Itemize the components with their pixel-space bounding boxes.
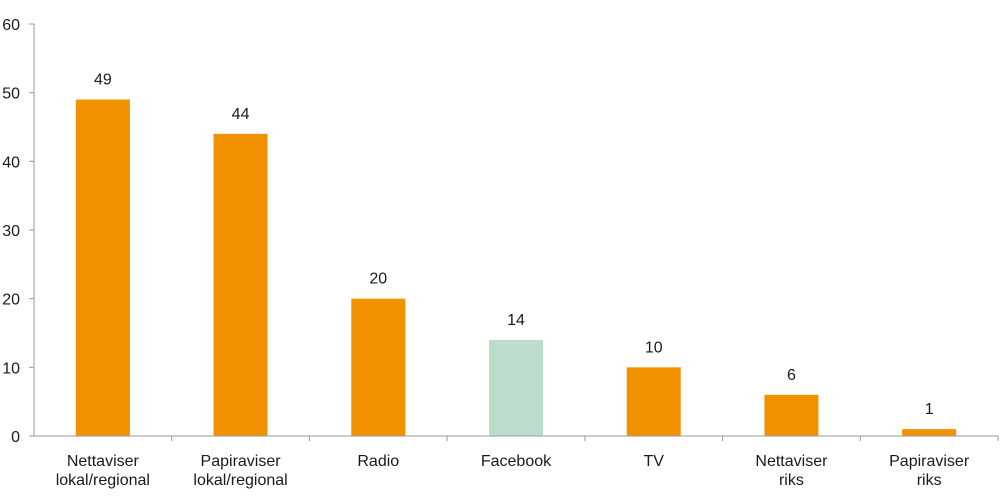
data-label: 44 (232, 106, 250, 123)
y-tick-label: 50 (2, 86, 20, 103)
x-tick-label: Papiraviser riks (889, 453, 970, 489)
data-label: 20 (369, 271, 387, 288)
x-tick-label-line: lokal/regional (56, 472, 150, 489)
bar (351, 298, 406, 436)
data-label: 49 (94, 72, 112, 89)
x-tick-label: TV (643, 453, 664, 470)
x-tick-label: Radio (357, 453, 399, 470)
y-tick-label: 0 (11, 429, 20, 446)
data-labels: 49 44 20 14 10 6 1 (94, 72, 934, 419)
y-tick-label: 40 (2, 154, 20, 171)
y-tick-label: 60 (2, 17, 20, 34)
x-tick-label: Nettaviser lokal/regional (56, 453, 150, 489)
x-tick-label: Nettaviser riks (755, 453, 828, 489)
y-tick-label: 10 (2, 360, 20, 377)
x-tick-label-line: riks (779, 472, 804, 489)
x-tick-label-line: Nettaviser (67, 453, 140, 470)
x-axis-ticks: Nettaviser lokal/regional Papiraviser lokal… (56, 436, 999, 489)
y-tick-label: 20 (2, 292, 20, 309)
x-tick-label-line: Papiraviser (201, 453, 282, 470)
bar (75, 99, 130, 437)
x-tick-label: Facebook (481, 453, 552, 470)
x-tick-label-line: Facebook (481, 453, 552, 470)
x-tick-label-line: riks (917, 472, 942, 489)
data-label: 14 (507, 312, 525, 329)
bar (626, 367, 681, 436)
x-tick-label-line: Nettaviser (755, 453, 828, 470)
x-tick-label-line: Papiraviser (889, 453, 970, 470)
x-tick-label-line: Radio (357, 453, 399, 470)
x-tick-label: Papiraviser lokal/regional (193, 453, 287, 489)
y-tick-label: 30 (2, 223, 20, 240)
data-label: 6 (787, 367, 796, 384)
bar (489, 339, 543, 436)
x-tick-label-line: TV (643, 453, 664, 470)
data-label: 10 (645, 339, 663, 356)
y-axis-ticks: 0 10 20 30 40 50 60 (2, 17, 34, 446)
bar (764, 394, 819, 436)
data-label: 1 (925, 401, 934, 418)
bars (75, 99, 957, 437)
bar (902, 429, 957, 436)
x-tick-label-line: lokal/regional (193, 472, 287, 489)
bar (213, 133, 268, 436)
